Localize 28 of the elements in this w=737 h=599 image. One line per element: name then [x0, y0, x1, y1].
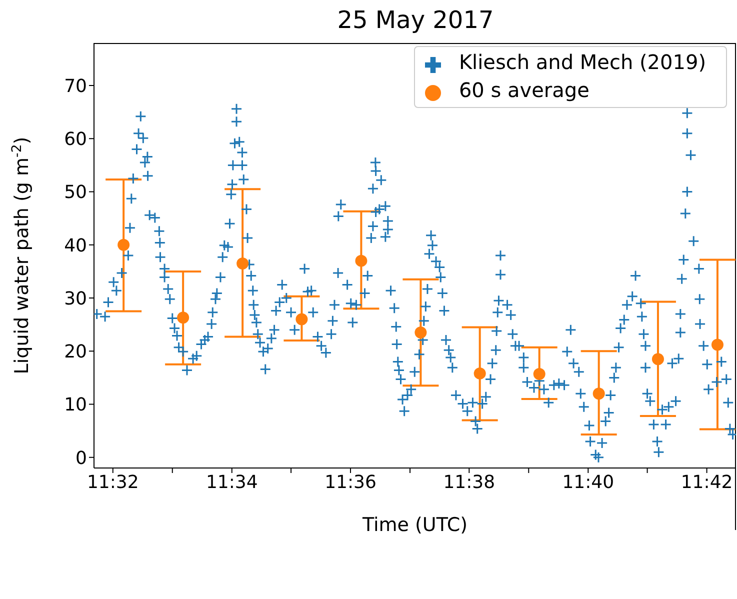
- point: [296, 313, 308, 326]
- y-tick-label: 50: [64, 182, 87, 204]
- point: [118, 238, 130, 251]
- point: [177, 312, 190, 324]
- y-tick-label: 20: [64, 342, 87, 363]
- x-tick-label: 11:34: [206, 472, 258, 493]
- y-tick-label: 10: [64, 394, 87, 416]
- point: [652, 353, 664, 366]
- y-tick-label: 70: [64, 76, 87, 97]
- legend-label: 60 s average: [458, 78, 590, 102]
- y-tick-label: 60: [64, 129, 87, 150]
- point: [236, 257, 249, 270]
- x-tick-label: 11:38: [443, 472, 496, 493]
- y-tick-label: 40: [64, 235, 87, 256]
- y-tick-label: 30: [64, 288, 87, 310]
- x-tick-label: 11:36: [324, 472, 376, 493]
- point: [711, 338, 724, 351]
- legend-label: Kliesch and Mech (2019): [458, 50, 706, 74]
- point: [355, 254, 368, 267]
- x-tick-label: 11:42: [680, 472, 733, 493]
- point: [533, 368, 546, 380]
- chart-title: 25 May 2017: [336, 6, 495, 34]
- x-tick-label: 11:32: [86, 472, 139, 493]
- y-tick-label: 0: [76, 448, 87, 469]
- x-tick-label: 11:40: [562, 472, 614, 493]
- point: [474, 367, 486, 380]
- x-axis-title: Time (UTC): [361, 514, 468, 536]
- point: [592, 388, 605, 400]
